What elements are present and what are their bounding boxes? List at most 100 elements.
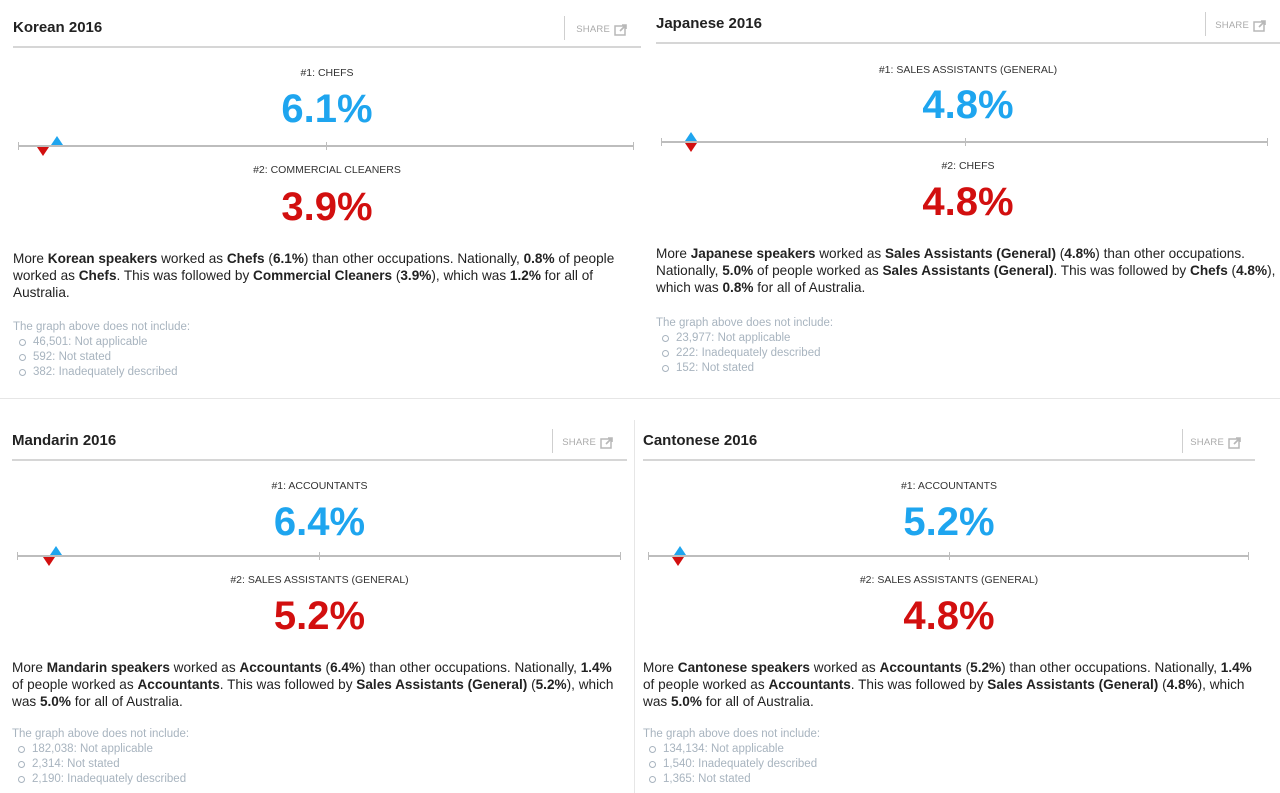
second-rank-label: #2: COMMERCIAL CLEANERS xyxy=(253,164,401,176)
share-separator xyxy=(552,429,553,453)
summary-highlight: Accountants xyxy=(239,660,322,675)
axis-tick-mid xyxy=(319,552,320,560)
excluded-item: 46,501: Not applicable xyxy=(19,335,190,350)
axis-tick-start xyxy=(648,552,649,560)
panel-mandarin: Mandarin 2016 SHARE #1: ACCOUNTANTS 6.4%… xyxy=(12,414,627,793)
share-icon xyxy=(600,436,615,449)
second-percentage: 4.8% xyxy=(903,594,995,638)
summary-segment: for all of Australia. xyxy=(753,280,866,295)
summary-highlight: 6.4% xyxy=(330,660,362,675)
axis-tick-start xyxy=(17,552,18,560)
horizontal-divider xyxy=(0,398,1280,399)
summary-segment: worked as xyxy=(169,660,240,675)
excluded-item: 152: Not stated xyxy=(662,361,833,376)
share-icon xyxy=(1228,436,1243,449)
summary-segment: of people worked as xyxy=(753,263,883,278)
second-percentage: 5.2% xyxy=(273,594,366,638)
axis-tick-mid xyxy=(326,142,327,150)
share-button[interactable]: SHARE xyxy=(562,436,615,449)
summary-segment: of people worked as xyxy=(13,251,615,283)
summary-segment: for all of Australia. xyxy=(70,694,183,709)
summary-highlight: 4.8% xyxy=(1236,263,1268,278)
summary-highlight: Accountants xyxy=(137,677,220,692)
excluded-title: The graph above does not include: xyxy=(12,728,190,740)
share-button[interactable]: SHARE xyxy=(1215,19,1268,32)
summary-segment: ( xyxy=(527,677,536,692)
second-rank-label: #2: CHEFS xyxy=(941,160,995,172)
excluded-item: 222: Inadequately described xyxy=(662,346,833,361)
summary-segment: ) than other occupations. Nationally, xyxy=(656,246,1245,278)
summary-highlight: Accountants xyxy=(768,677,851,692)
summary-text: More Korean speakers worked as Chefs (6.… xyxy=(13,250,638,301)
first-marker xyxy=(50,546,62,555)
summary-segment: More xyxy=(12,660,47,675)
axis-tick-end xyxy=(633,142,634,150)
panel-title: Mandarin 2016 xyxy=(12,432,117,449)
summary-highlight: Sales Assistants (General) xyxy=(882,263,1054,278)
summary-text: More Cantonese speakers worked as Accoun… xyxy=(643,659,1255,710)
share-button[interactable]: SHARE xyxy=(1190,436,1243,449)
share-label: SHARE xyxy=(1190,437,1224,448)
first-rank-label: #1: ACCOUNTANTS xyxy=(900,480,998,492)
axis-tick-end xyxy=(620,552,621,560)
share-label: SHARE xyxy=(576,24,610,35)
excluded-note: The graph above does not include: 46,501… xyxy=(13,320,190,380)
axis-tick-end xyxy=(1248,552,1249,560)
panel-header: Japanese 2016 SHARE xyxy=(656,0,1280,44)
first-rank-label: #1: ACCOUNTANTS xyxy=(271,480,368,492)
summary-highlight: Sales Assistants (General) xyxy=(987,677,1159,692)
excluded-note: The graph above does not include: 23,977… xyxy=(656,316,833,376)
second-marker xyxy=(685,143,697,152)
axis-tick-mid xyxy=(948,552,950,560)
share-icon xyxy=(614,23,629,36)
first-marker xyxy=(674,546,686,555)
summary-highlight: Cantonese speakers xyxy=(677,660,810,675)
summary-segment: worked as xyxy=(157,251,227,266)
share-label: SHARE xyxy=(1215,20,1249,31)
panel-header: Korean 2016 SHARE xyxy=(13,0,641,48)
summary-segment: ) than other occupations. Nationally, xyxy=(303,251,524,266)
summary-segment: ( xyxy=(321,660,331,675)
share-icon xyxy=(1253,19,1268,32)
second-marker xyxy=(672,557,684,566)
excluded-note: The graph above does not include: 182,03… xyxy=(12,727,189,787)
first-percentage: 6.4% xyxy=(273,500,366,544)
panel-cantonese: Cantonese 2016 SHARE #1: ACCOUNTANTS 5.2… xyxy=(643,414,1255,793)
summary-segment: . This was followed by xyxy=(1053,263,1190,278)
second-rank-label: #2: SALES ASSISTANTS (GENERAL) xyxy=(230,574,409,586)
excluded-title: The graph above does not include: xyxy=(656,317,834,329)
summary-segment: . This was followed by xyxy=(116,268,254,283)
vertical-divider xyxy=(634,420,635,793)
summary-segment: for all of Australia. xyxy=(13,268,594,300)
summary-segment: ( xyxy=(392,268,401,283)
excluded-item: 2,314: Not stated xyxy=(18,757,189,772)
summary-text: More Mandarin speakers worked as Account… xyxy=(12,659,622,710)
summary-highlight: Japanese speakers xyxy=(690,246,816,261)
share-button[interactable]: SHARE xyxy=(576,23,629,36)
summary-highlight: 5.2% xyxy=(970,660,1002,675)
summary-segment: More xyxy=(13,251,48,266)
summary-highlight: 3.9% xyxy=(400,268,432,283)
first-rank-label: #1: SALES ASSISTANTS (GENERAL) xyxy=(878,64,1058,76)
panel-header: Mandarin 2016 SHARE xyxy=(12,414,627,461)
percentage-axis xyxy=(661,138,1268,146)
excluded-item: 1,540: Inadequately described xyxy=(649,757,820,772)
summary-highlight: Accountants xyxy=(879,660,962,675)
summary-highlight: 4.8% xyxy=(1166,677,1198,692)
summary-highlight: 5.0% xyxy=(722,263,754,278)
summary-highlight: 5.0% xyxy=(39,694,71,709)
excluded-item: 592: Not stated xyxy=(19,350,190,365)
share-separator xyxy=(1205,12,1206,36)
summary-highlight: 6.1% xyxy=(272,251,304,266)
summary-segment: ( xyxy=(961,660,971,675)
summary-segment: worked as xyxy=(809,660,880,675)
summary-segment: ), which was xyxy=(431,268,510,283)
panel-korean: Korean 2016 SHARE #1: CHEFS 6.1% #2: COM… xyxy=(13,0,641,395)
excluded-item: 2,190: Inadequately described xyxy=(18,772,189,787)
summary-segment: worked as xyxy=(815,246,885,261)
summary-segment: ), which was xyxy=(656,263,1276,295)
summary-highlight: 4.8% xyxy=(1064,246,1096,261)
first-percentage: 4.8% xyxy=(922,83,1014,127)
excluded-item: 182,038: Not applicable xyxy=(18,742,189,757)
panel-header: Cantonese 2016 SHARE xyxy=(643,414,1255,461)
